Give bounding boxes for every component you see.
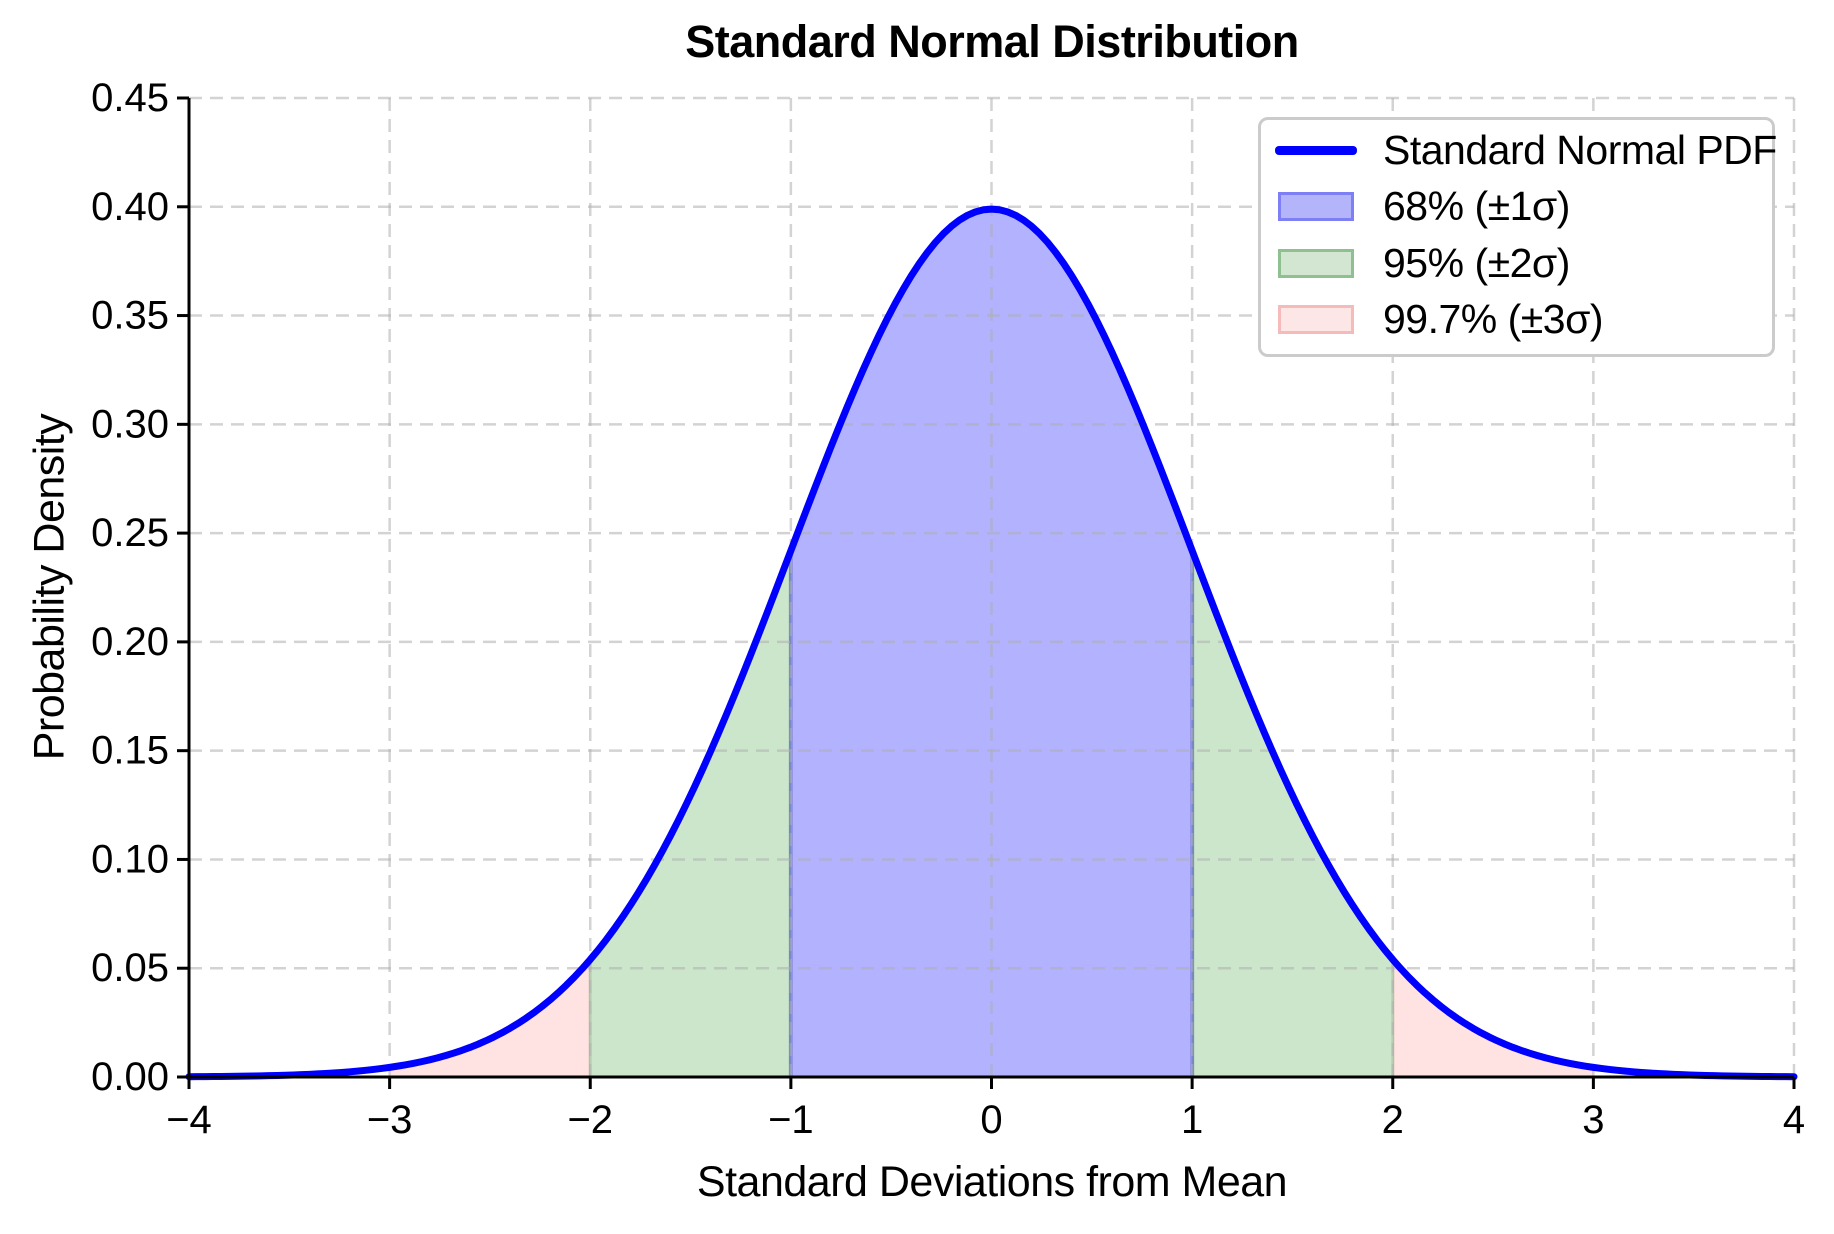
x-tick-label: −4	[166, 1098, 212, 1142]
legend-item-95: 95% (±2σ)	[1273, 235, 1772, 292]
y-tick-label: 0.25	[91, 511, 169, 555]
pdf-curve	[185, 205, 1798, 1081]
legend-label-pdf: Standard Normal PDF	[1383, 126, 1777, 173]
x-tick-label: 3	[1582, 1098, 1604, 1142]
y-tick-label: 0.05	[91, 946, 169, 990]
x-tick-label: −3	[367, 1098, 413, 1142]
x-tick-label: −1	[768, 1098, 814, 1142]
x-tick-label: 4	[1783, 1098, 1805, 1142]
legend-patch-95	[1278, 248, 1354, 278]
legend-item-pdf: Standard Normal PDF	[1273, 122, 1777, 179]
legend-label-95: 95% (±2σ)	[1383, 239, 1570, 286]
legend-swatch-box	[1273, 305, 1359, 335]
legend-swatch-box	[1273, 192, 1359, 222]
x-tick-label: 2	[1382, 1098, 1404, 1142]
y-tick-label: 0.45	[91, 76, 169, 120]
legend: Standard Normal PDF 68% (±1σ) 95% (±2σ) …	[1258, 117, 1777, 357]
x-tick-label: 0	[980, 1098, 1002, 1142]
band-fill-3sigma	[1392, 959, 1594, 1077]
y-tick-label: 0.35	[91, 294, 169, 338]
legend-label-997: 99.7% (±3σ)	[1383, 296, 1604, 343]
y-tick-label: 0.30	[91, 402, 169, 446]
legend-line-sample	[1275, 145, 1357, 155]
y-axis-label: Probability Density	[25, 413, 74, 761]
legend-swatch-box	[1273, 248, 1359, 278]
band-fill-3sigma	[389, 959, 591, 1077]
legend-patch-997	[1278, 305, 1354, 335]
y-tick-label: 0.40	[91, 185, 169, 229]
legend-item-68: 68% (±1σ)	[1273, 179, 1772, 236]
legend-patch-68	[1278, 192, 1354, 222]
y-tick-label: 0.20	[91, 620, 169, 664]
x-tick-label: 1	[1181, 1098, 1203, 1142]
x-tick-label: −2	[567, 1098, 613, 1142]
y-tick-label: 0.15	[91, 729, 169, 773]
legend-label-68: 68% (±1σ)	[1383, 183, 1570, 230]
legend-swatch-box	[1273, 145, 1359, 155]
chart-title: Standard Normal Distribution	[685, 16, 1299, 67]
x-axis-label: Standard Deviations from Mean	[696, 1158, 1288, 1206]
legend-item-997: 99.7% (±3σ)	[1273, 292, 1772, 349]
y-tick-label: 0.00	[91, 1055, 169, 1099]
y-tick-label: 0.10	[91, 837, 169, 881]
